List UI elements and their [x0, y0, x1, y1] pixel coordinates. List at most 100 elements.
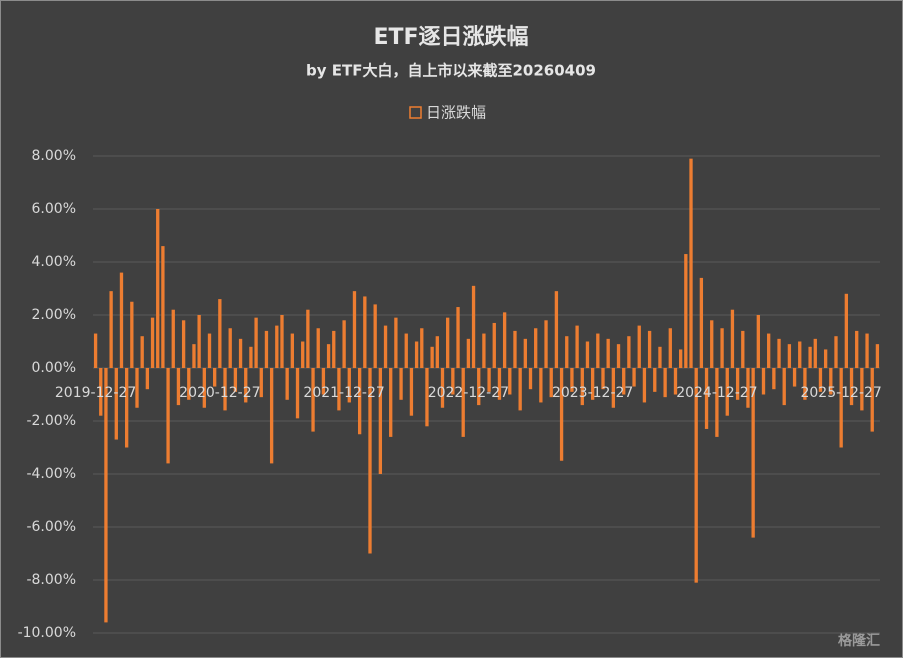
bar	[704, 368, 709, 429]
bar	[642, 368, 647, 403]
bar	[352, 291, 357, 368]
bar	[808, 346, 812, 368]
bar	[715, 368, 719, 437]
bar	[761, 368, 766, 395]
bar	[518, 368, 522, 411]
bar	[497, 368, 502, 400]
bar	[161, 246, 165, 368]
bar	[223, 368, 227, 411]
bar	[109, 291, 113, 368]
bar	[213, 368, 217, 387]
bar	[176, 368, 181, 406]
bar	[772, 368, 776, 390]
bar	[673, 368, 678, 395]
bar	[502, 312, 507, 368]
y-tick-label: 6.00%	[32, 201, 76, 217]
bar	[440, 368, 445, 408]
bar	[534, 328, 538, 368]
bar	[508, 368, 512, 395]
bar	[637, 325, 641, 368]
bar	[181, 320, 186, 368]
bar	[492, 322, 496, 368]
bar	[627, 336, 631, 368]
bar	[829, 368, 833, 395]
bar	[585, 341, 590, 368]
bar	[332, 330, 336, 368]
x-tick-label: 2022-12-27	[428, 385, 509, 401]
bar	[725, 368, 729, 416]
bar	[326, 344, 331, 368]
legend-swatch	[409, 106, 422, 119]
bar	[735, 368, 740, 400]
bar	[150, 317, 155, 368]
bar	[290, 333, 294, 368]
bar	[782, 368, 786, 406]
bar	[114, 368, 118, 440]
bar	[420, 328, 424, 368]
y-tick-label: -6.00%	[26, 519, 76, 535]
bar	[140, 336, 144, 368]
bar	[124, 368, 129, 448]
bar	[135, 368, 139, 408]
bar	[192, 344, 196, 368]
bar	[570, 368, 574, 392]
bar	[601, 368, 605, 390]
bar	[694, 368, 698, 583]
bar	[544, 320, 548, 368]
bar	[119, 272, 124, 368]
bar	[870, 368, 874, 432]
bar	[565, 336, 569, 368]
bar	[559, 368, 564, 461]
bar	[767, 333, 771, 368]
bar	[275, 325, 279, 368]
bar	[539, 368, 543, 403]
bar	[99, 368, 103, 416]
bar	[777, 338, 781, 368]
bar	[865, 333, 869, 368]
x-tick-label: 2021-12-27	[303, 385, 384, 401]
bar	[130, 301, 134, 368]
x-tick-label: 2023-12-27	[552, 385, 633, 401]
y-tick-label: 4.00%	[32, 254, 76, 270]
bar	[451, 368, 455, 395]
bar	[311, 368, 315, 432]
bar	[658, 346, 662, 368]
bar	[409, 368, 414, 416]
bar	[823, 349, 828, 368]
chart-subtitle: by ETF大白，自上市以来截至20260409	[306, 62, 596, 80]
bar	[622, 368, 626, 395]
bar	[238, 338, 243, 368]
bar	[259, 368, 263, 398]
bar	[244, 368, 248, 403]
bar	[404, 333, 408, 368]
x-tick-label: 2025-12-27	[800, 385, 881, 401]
bar	[378, 368, 383, 474]
bar	[383, 325, 388, 368]
bar	[104, 368, 108, 623]
bar	[306, 309, 310, 368]
bar	[363, 296, 367, 368]
bar	[513, 330, 517, 368]
bar	[855, 330, 859, 368]
bar	[487, 368, 491, 392]
bar	[751, 368, 755, 538]
bar	[477, 368, 481, 406]
bar	[523, 338, 527, 368]
x-tick-label: 2024-12-27	[676, 385, 757, 401]
bar	[197, 315, 201, 368]
bar	[803, 368, 807, 400]
chart-title: ETF逐日涨跌幅	[373, 25, 528, 50]
y-tick-label: -4.00%	[26, 466, 76, 482]
bar	[466, 338, 471, 368]
bar	[337, 368, 341, 411]
bar	[171, 309, 175, 368]
bar	[414, 341, 419, 368]
bar	[425, 368, 429, 427]
bar	[616, 344, 621, 368]
bar	[321, 368, 326, 395]
bar	[249, 346, 253, 368]
y-tick-label: 0.00%	[32, 360, 76, 376]
x-tick-label: 2019-12-27	[55, 385, 136, 401]
